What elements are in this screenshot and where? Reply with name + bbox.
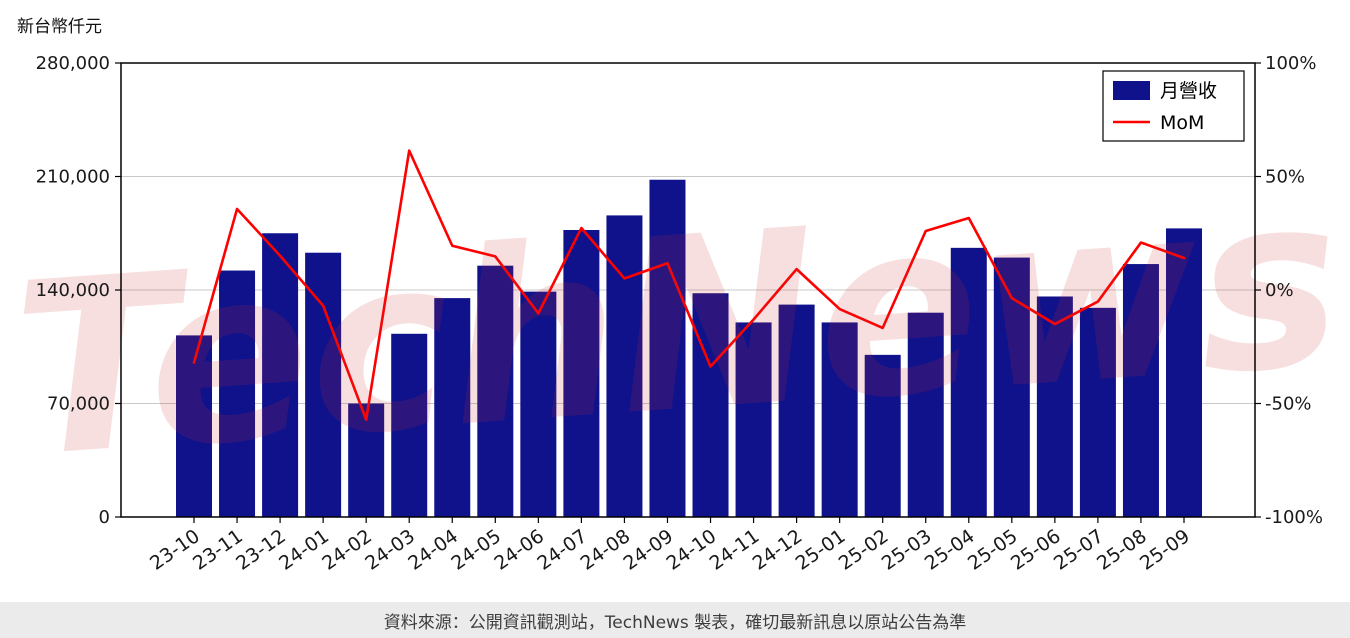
revenue-bar <box>262 233 299 517</box>
y-axis-unit-label: 新台幣仟元 <box>17 17 102 37</box>
x-tick-label: 23-12 <box>232 525 290 575</box>
right-tick-label: 0% <box>1265 280 1294 301</box>
x-tick-label: 24-03 <box>361 525 419 575</box>
x-tick-label: 24-01 <box>275 525 333 575</box>
legend-bar-swatch <box>1113 81 1150 100</box>
revenue-bar <box>950 247 987 518</box>
revenue-bar <box>348 403 385 517</box>
x-axis: 23-1023-1123-1224-0124-0224-0324-0424-05… <box>146 517 1194 575</box>
left-tick-label: 140,000 <box>36 280 110 301</box>
source-text: 資料來源：公開資訊觀測站，TechNews 製表，確切最新訊息以原站公告為準 <box>383 612 967 633</box>
right-axis: -100% -50% 0% 50% 100% <box>1255 53 1323 528</box>
revenue-bar <box>649 179 686 517</box>
revenue-bar <box>1036 296 1073 517</box>
x-tick-label: 25-02 <box>835 525 893 575</box>
x-tick-label: 25-03 <box>878 525 936 575</box>
x-tick-label: 24-02 <box>318 525 376 575</box>
revenue-bar <box>477 265 514 517</box>
revenue-bar <box>219 270 256 517</box>
x-tick-label: 25-08 <box>1093 525 1151 575</box>
x-tick-label: 24-05 <box>447 525 505 575</box>
left-tick-label: 70,000 <box>47 394 110 415</box>
x-tick-label: 25-05 <box>964 525 1022 575</box>
revenue-bar <box>778 304 815 517</box>
right-tick-label: -100% <box>1265 507 1323 528</box>
mom-line <box>192 149 1186 421</box>
revenue-bar <box>520 291 557 517</box>
revenue-bar <box>563 230 600 517</box>
x-tick-label: 24-10 <box>663 525 721 575</box>
legend: 月營收 MoM <box>1102 70 1245 142</box>
revenue-bar <box>907 312 944 517</box>
x-tick-label: 24-09 <box>619 525 677 575</box>
source-footer: 資料來源：公開資訊觀測站，TechNews 製表，確切最新訊息以原站公告為準 <box>0 602 1350 638</box>
revenue-bar <box>821 322 858 517</box>
left-axis: 0 70,000 140,000 210,000 280,000 <box>36 53 121 528</box>
revenue-bar <box>434 298 471 517</box>
right-tick-label: -50% <box>1265 394 1312 415</box>
x-tick-label: 24-12 <box>749 525 807 575</box>
x-tick-label: 24-07 <box>533 525 591 575</box>
revenue-bar <box>176 335 212 517</box>
revenue-bar <box>1166 228 1202 517</box>
right-tick-label: 50% <box>1265 167 1305 188</box>
revenue-bar <box>305 252 342 517</box>
revenue-bar <box>735 322 772 517</box>
revenue-bar <box>692 293 729 517</box>
x-tick-label: 23-11 <box>189 525 247 575</box>
revenue-bar <box>864 354 901 517</box>
left-tick-label: 0 <box>99 507 110 528</box>
revenue-bar <box>1122 264 1159 517</box>
x-tick-label: 24-08 <box>576 525 634 575</box>
x-tick-label: 25-07 <box>1050 525 1108 575</box>
legend-label-mom: MoM <box>1160 112 1204 134</box>
right-tick-label: 100% <box>1265 53 1316 74</box>
x-tick-label: 24-06 <box>490 525 548 575</box>
x-tick-label: 24-04 <box>404 525 462 575</box>
revenue-bars <box>176 179 1202 518</box>
left-tick-label: 280,000 <box>36 53 110 74</box>
left-tick-label: 210,000 <box>36 167 110 188</box>
x-tick-label: 24-11 <box>706 525 764 575</box>
revenue-bar <box>391 333 428 517</box>
x-tick-label: 25-04 <box>921 525 979 575</box>
revenue-chart: TechNews070,000140,000210,000280,000-100… <box>7 53 1349 575</box>
x-tick-label: 25-06 <box>1007 525 1065 575</box>
revenue-bar <box>1079 307 1116 517</box>
x-tick-label: 23-10 <box>146 525 204 575</box>
x-tick-label: 25-09 <box>1136 525 1194 575</box>
x-tick-label: 25-01 <box>792 525 850 575</box>
revenue-bar <box>993 257 1030 517</box>
legend-label-revenue: 月營收 <box>1160 80 1217 102</box>
